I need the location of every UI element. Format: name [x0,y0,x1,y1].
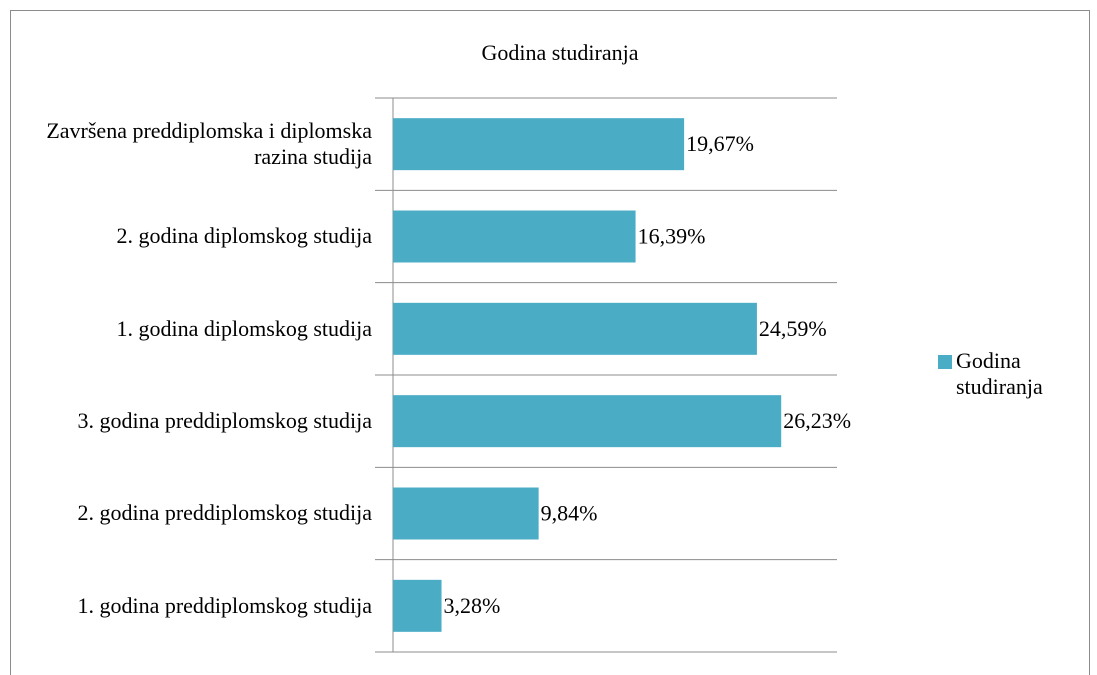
category-text: 3. godina preddiplomskog studija [77,408,372,434]
category-label: 3. godina preddiplomskog studija [12,375,372,467]
data-label: 9,84% [541,501,598,526]
category-text: 1. godina preddiplomskog studija [77,592,372,618]
category-text: 2. godina preddiplomskog studija [77,500,372,526]
category-label: 2. godina preddiplomskog studija [12,467,372,559]
legend-swatch [938,355,952,369]
category-label: Završena preddiplomska i diplomska razin… [12,98,372,190]
category-text: Završena preddiplomska i diplomska razin… [46,118,372,170]
data-label: 26,23% [783,408,851,433]
chart-frame [10,10,1090,675]
bar [393,118,685,171]
chart-title: Godina studiranja [481,40,638,65]
data-label: 24,59% [759,316,827,341]
category-text: 2. godina diplomskog studija [116,223,372,249]
category-text: 1. godina diplomskog studija [116,315,372,341]
legend: Godina studiranja [938,348,1086,400]
data-label: 19,67% [686,131,754,156]
bar [393,210,636,263]
category-label: 1. godina diplomskog studija [12,283,372,375]
bar [393,302,757,355]
category-label: 1. godina preddiplomskog studija [12,560,372,652]
bar [393,487,539,540]
category-label: 2. godina diplomskog studija [12,190,372,282]
bar [393,395,782,448]
data-label: 16,39% [638,224,706,249]
legend-label: Godina studiranja [956,348,1043,399]
bar [393,579,442,632]
data-label: 3,28% [444,593,501,618]
